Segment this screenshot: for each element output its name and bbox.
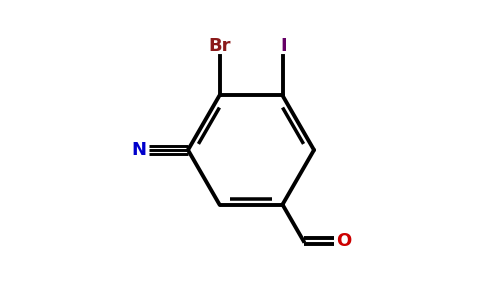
Text: O: O	[336, 232, 352, 250]
Text: I: I	[281, 37, 287, 55]
Text: N: N	[132, 141, 147, 159]
Text: Br: Br	[208, 37, 231, 55]
